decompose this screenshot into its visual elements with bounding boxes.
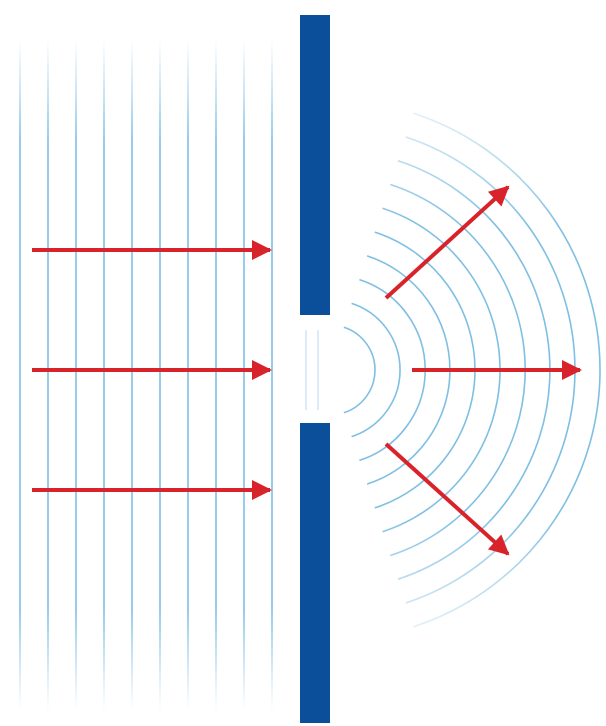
gap-waves <box>305 330 319 410</box>
barrier-bottom <box>300 423 330 723</box>
arrows <box>32 185 582 556</box>
barrier-top <box>300 15 330 315</box>
circular-wavefront <box>413 112 601 628</box>
plane-waves <box>19 40 273 710</box>
diffracted-arrow <box>384 442 510 556</box>
diffracted-arrow <box>384 185 510 300</box>
circular-wavefront <box>343 326 376 414</box>
circular-wavefront <box>351 302 401 438</box>
